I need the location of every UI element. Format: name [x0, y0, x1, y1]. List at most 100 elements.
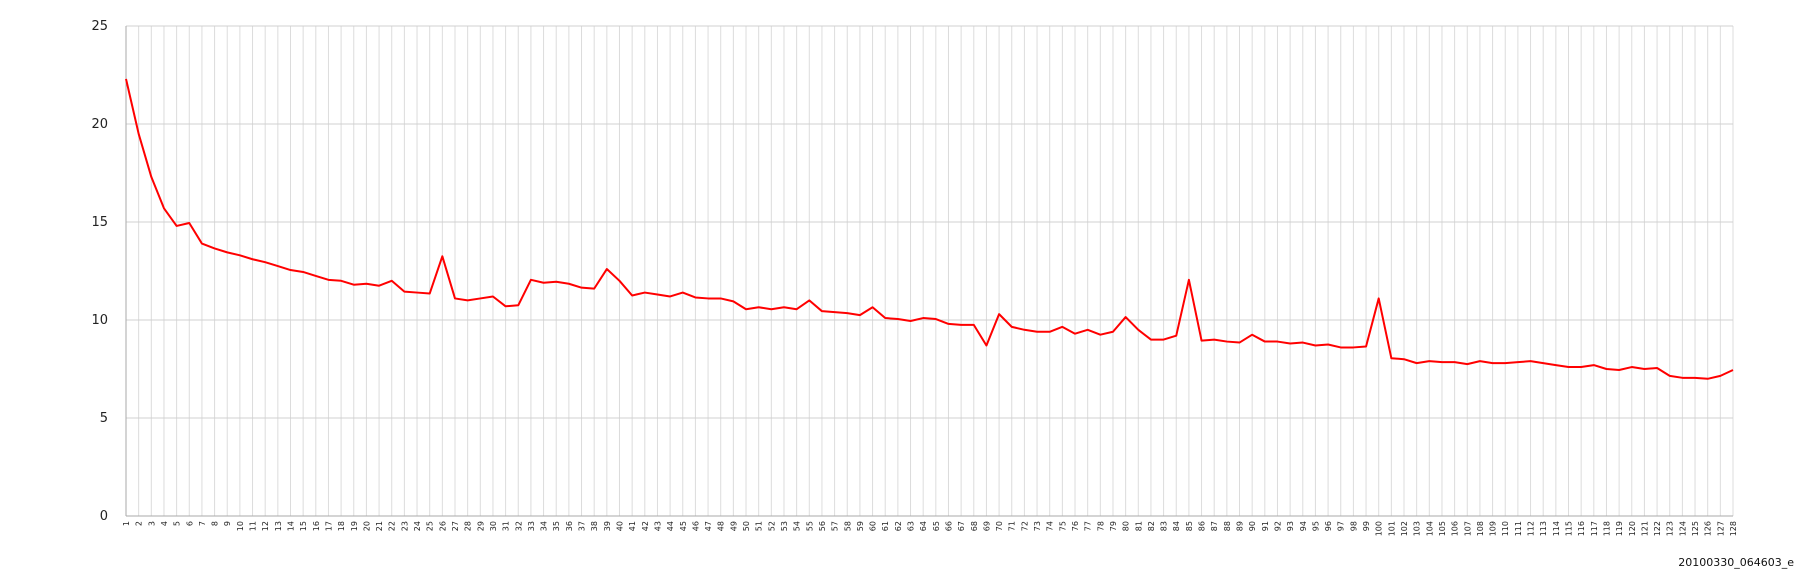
x-tick-label: 57: [831, 521, 840, 531]
x-tick-label: 123: [1666, 521, 1675, 536]
y-tick-label: 5: [100, 411, 108, 426]
x-tick-label: 42: [641, 521, 650, 531]
x-tick-label: 109: [1489, 521, 1498, 536]
x-tick-label: 55: [805, 521, 814, 531]
x-tick-label: 59: [856, 521, 865, 531]
x-tick-label: 49: [729, 521, 738, 531]
x-tick-label: 27: [451, 521, 460, 531]
x-tick-label: 48: [717, 521, 726, 531]
x-tick-label: 31: [502, 521, 511, 531]
x-tick-label: 127: [1716, 521, 1725, 536]
x-tick-label: 86: [1198, 521, 1207, 531]
x-tick-label: 22: [388, 521, 397, 531]
x-tick-label: 83: [1160, 521, 1169, 531]
x-tick-label: 58: [843, 521, 852, 531]
x-tick-label: 85: [1185, 521, 1194, 531]
x-tick-label: 81: [1134, 521, 1143, 531]
chart-footer-label: 20100330_064603_e: [1678, 556, 1794, 569]
x-tick-label: 126: [1704, 521, 1713, 536]
x-tick-label: 121: [1640, 521, 1649, 536]
x-tick-label: 30: [489, 521, 498, 531]
x-tick-label: 6: [185, 521, 194, 526]
x-tick-label: 71: [1008, 521, 1017, 531]
x-tick-label: 114: [1552, 521, 1561, 536]
x-tick-label: 68: [970, 521, 979, 531]
x-tick-label: 38: [590, 521, 599, 531]
x-tick-label: 108: [1476, 521, 1485, 536]
x-tick-label: 120: [1628, 521, 1637, 536]
x-tick-label: 10: [236, 521, 245, 531]
x-tick-label: 125: [1691, 521, 1700, 536]
x-tick-label: 24: [413, 521, 422, 531]
x-tick-label: 100: [1375, 521, 1384, 536]
x-tick-label: 18: [337, 521, 346, 531]
x-tick-label: 82: [1147, 521, 1156, 531]
y-tick-label: 20: [91, 117, 108, 132]
x-tick-label: 80: [1122, 521, 1131, 531]
x-tick-label: 26: [438, 521, 447, 531]
x-tick-label: 45: [679, 521, 688, 531]
x-tick-label: 52: [767, 521, 776, 531]
x-tick-label: 47: [704, 521, 713, 531]
x-tick-label: 103: [1413, 521, 1422, 536]
x-tick-label: 56: [818, 521, 827, 531]
x-tick-label: 60: [869, 521, 878, 531]
x-tick-label: 21: [375, 521, 384, 531]
x-tick-label: 72: [1020, 521, 1029, 531]
x-tick-label: 70: [995, 521, 1004, 531]
x-tick-label: 93: [1286, 521, 1295, 531]
x-tick-label: 51: [755, 521, 764, 531]
x-tick-label: 91: [1261, 521, 1270, 531]
x-tick-label: 40: [615, 521, 624, 531]
x-tick-label: 4: [160, 521, 169, 526]
x-tick-label: 7: [198, 521, 207, 526]
x-tick-label: 35: [552, 521, 561, 531]
x-tick-label: 17: [324, 521, 333, 531]
x-tick-label: 78: [1096, 521, 1105, 531]
x-tick-label: 95: [1311, 521, 1320, 531]
x-tick-label: 64: [919, 521, 928, 531]
x-tick-label: 128: [1729, 521, 1738, 536]
x-tick-label: 69: [982, 521, 991, 531]
x-tick-label: 66: [944, 521, 953, 531]
x-tick-label: 113: [1539, 521, 1548, 536]
x-axis: 1 2 3 4 5 6 7 8 9 10 11 12 13 14 15 16 17 18 19 20 21 22 23 24 2…: [122, 515, 1738, 536]
x-tick-label: 96: [1324, 521, 1333, 531]
y-axis: 0 5 10 15 20 25: [91, 19, 127, 524]
x-tick-label: 119: [1615, 521, 1624, 536]
x-tick-label: 110: [1501, 521, 1510, 536]
x-tick-label: 29: [476, 521, 485, 531]
x-tick-label: 75: [1058, 521, 1067, 531]
x-tick-label: 14: [286, 521, 295, 531]
x-tick-label: 53: [780, 521, 789, 531]
x-tick-label: 62: [894, 521, 903, 531]
x-tick-label: 90: [1248, 521, 1257, 531]
y-tick-label: 15: [91, 215, 108, 230]
x-tick-label: 37: [578, 521, 587, 531]
x-tick-label: 8: [211, 521, 220, 526]
y-tick-label: 10: [91, 313, 108, 328]
x-tick-label: 107: [1463, 521, 1472, 536]
x-tick-label: 46: [691, 521, 700, 531]
x-tick-label: 87: [1210, 521, 1219, 531]
x-tick-label: 54: [793, 521, 802, 531]
x-tick-label: 61: [881, 521, 890, 531]
x-tick-label: 124: [1678, 521, 1687, 536]
x-tick-label: 32: [514, 521, 523, 531]
x-tick-label: 13: [274, 521, 283, 531]
x-tick-label: 28: [464, 521, 473, 531]
x-tick-label: 97: [1337, 521, 1346, 531]
series-line: [125, 78, 1734, 380]
x-tick-label: 44: [666, 521, 675, 531]
x-tick-label: 73: [1033, 521, 1042, 531]
x-tick-label: 111: [1514, 521, 1523, 536]
y-tick-label: 0: [100, 509, 108, 524]
x-tick-label: 76: [1071, 521, 1080, 531]
x-tick-label: 34: [540, 521, 549, 531]
x-tick-label: 33: [527, 521, 536, 531]
x-tick-label: 5: [173, 521, 182, 526]
x-tick-label: 3: [147, 521, 156, 526]
x-tick-label: 116: [1577, 521, 1586, 536]
x-tick-label: 63: [907, 521, 916, 531]
x-tick-label: 98: [1349, 521, 1358, 531]
